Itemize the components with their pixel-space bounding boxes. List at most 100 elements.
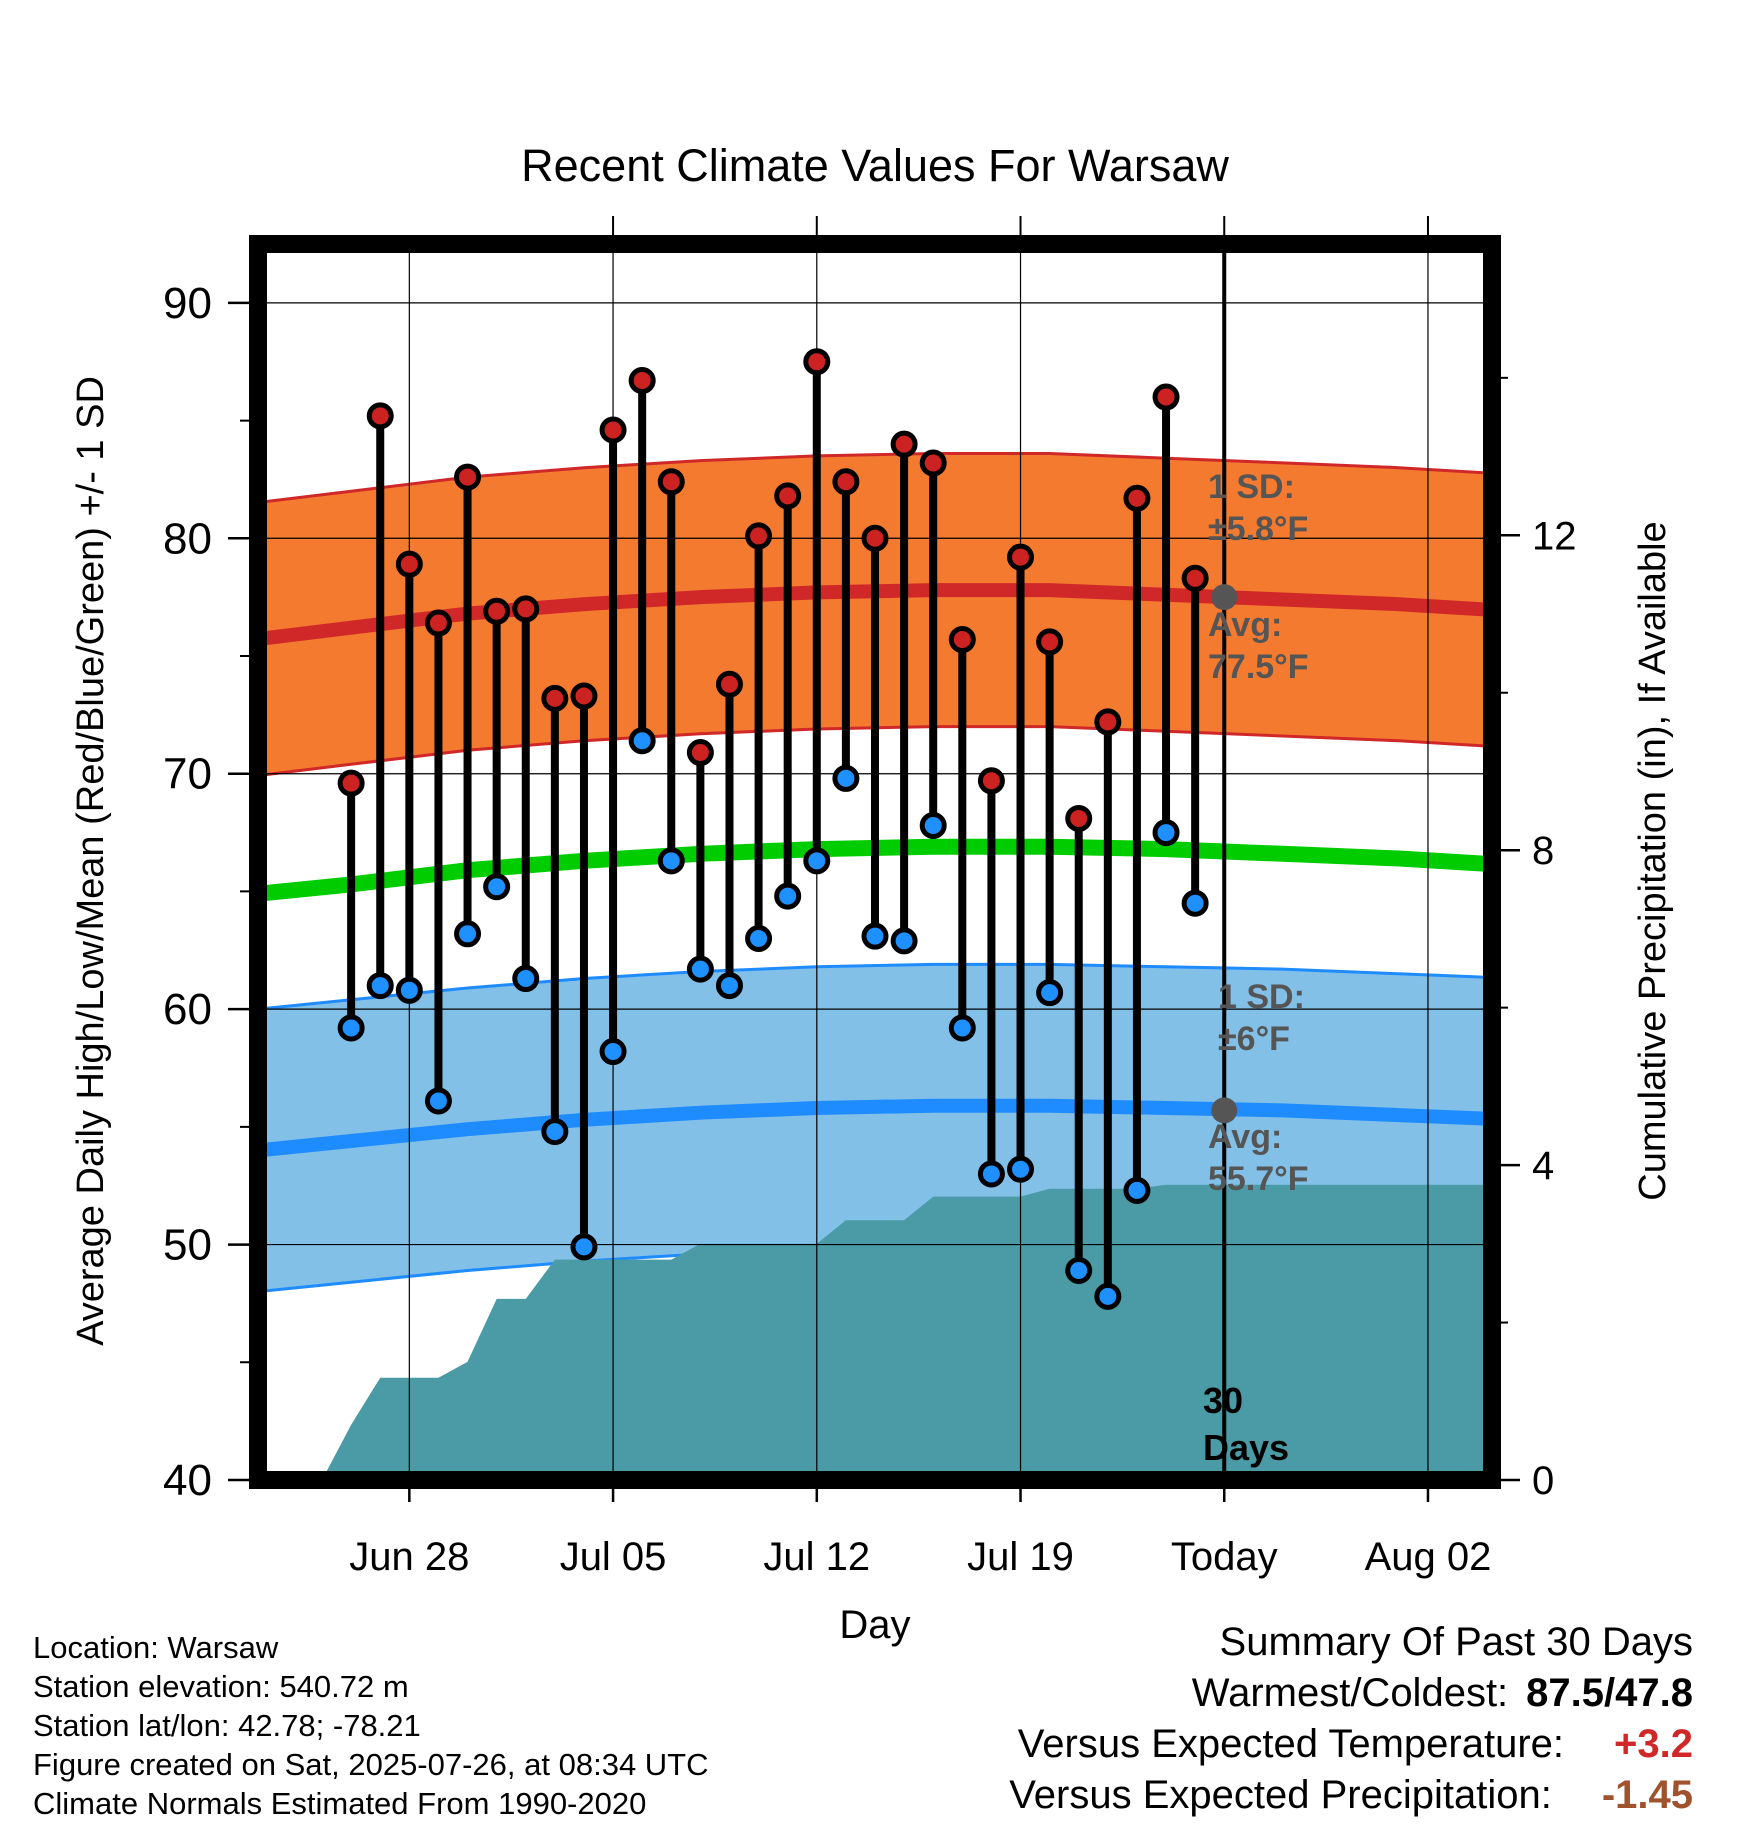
x-tick-label: Jul 19	[967, 1535, 1074, 1579]
low-point	[599, 1038, 627, 1066]
y-tick-label: 40	[163, 1456, 212, 1505]
high-avg-value: 77.5°F	[1208, 648, 1309, 686]
today-low-avg-marker	[1211, 1097, 1238, 1124]
high-point	[1036, 628, 1064, 656]
high-point	[1007, 543, 1035, 571]
low-point	[774, 882, 802, 910]
low-sd-label: 1 SD:	[1218, 978, 1305, 1016]
high-normal-upper-sd-line	[258, 452, 1492, 504]
low-point	[366, 972, 394, 1000]
x-tick-label: Jul 05	[560, 1535, 667, 1579]
x-tick-label: Today	[1171, 1535, 1278, 1579]
high-point	[715, 670, 743, 698]
plot-frame	[249, 235, 1501, 1489]
high-point	[657, 468, 685, 496]
precip-period-number: 30	[1203, 1380, 1243, 1421]
low-point	[628, 727, 656, 755]
summary-temp-label: Versus Expected Temperature:	[1017, 1722, 1565, 1766]
high-point	[774, 482, 802, 510]
summary-warmest-value: 87.5/47.8	[1526, 1671, 1693, 1715]
low-point	[454, 920, 482, 948]
low-point	[1094, 1282, 1122, 1310]
low-point	[424, 1087, 452, 1115]
low-point	[832, 764, 860, 792]
high-point	[483, 597, 511, 625]
high-point	[1065, 804, 1093, 832]
summary-temp-value: +3.2	[1614, 1722, 1693, 1766]
high-point	[541, 684, 569, 712]
low-point	[745, 925, 773, 953]
low-point	[657, 847, 685, 875]
high-point	[890, 430, 918, 458]
high-point	[512, 595, 540, 623]
low-avg-label: Avg:	[1208, 1118, 1282, 1156]
y-axis-label: Average Daily High/Low/Mean (Red/Blue/Gr…	[70, 376, 112, 1346]
low-point	[977, 1160, 1005, 1188]
x-axis-label: Day	[839, 1603, 910, 1647]
high-point	[395, 550, 423, 578]
summary-precip-label: Versus Expected Precipitation:	[1009, 1773, 1552, 1817]
high-point	[366, 402, 394, 430]
low-point	[570, 1233, 598, 1261]
high-point	[948, 626, 976, 654]
plot-area: 1 SD: ±5.8°F Avg: 77.5°F 1 SD: ±6°F Avg: 55.7°F…	[163, 216, 1577, 1579]
low-point	[919, 812, 947, 840]
low-point	[890, 927, 918, 955]
low-normal-avg-line	[258, 1098, 1492, 1158]
high-point	[628, 367, 656, 395]
info-elevation: Station elevation: 540.72 m	[33, 1669, 409, 1704]
info-created: Figure created on Sat, 2025-07-26, at 08…	[33, 1747, 709, 1782]
x-tick-label: Jul 12	[763, 1535, 870, 1579]
high-point	[599, 416, 627, 444]
high-point	[861, 524, 889, 552]
low-point	[686, 955, 714, 983]
high-point	[1152, 383, 1180, 411]
low-point	[1123, 1176, 1151, 1204]
high-point	[745, 522, 773, 550]
y-tick-label: 50	[163, 1221, 212, 1270]
y-tick-label: 70	[163, 750, 212, 799]
high-point	[1094, 708, 1122, 736]
x-tick-label: Jun 28	[349, 1535, 469, 1579]
summary-warmest: Warmest/Coldest: 87.5/47.8	[1192, 1671, 1693, 1716]
low-normal-upper-sd-line	[258, 962, 1492, 1011]
low-point	[1152, 819, 1180, 847]
summary-precip-value: -1.45	[1601, 1773, 1693, 1817]
low-point	[803, 847, 831, 875]
precipitation-area	[322, 1184, 1492, 1480]
summary-temp: Versus Expected Temperature: +3.2	[1018, 1722, 1693, 1767]
low-point	[337, 1014, 365, 1042]
low-sd-value: ±6°F	[1218, 1020, 1290, 1058]
high-avg-label: Avg:	[1208, 606, 1282, 644]
y-tick-label: 60	[163, 985, 212, 1034]
high-sd-value: ±5.8°F	[1208, 510, 1308, 548]
high-point	[832, 468, 860, 496]
y2-tick-label: 4	[1532, 1144, 1554, 1188]
high-point	[454, 463, 482, 491]
low-point	[483, 873, 511, 901]
low-point	[715, 972, 743, 1000]
y-tick-label: 90	[163, 279, 212, 328]
low-avg-value: 55.7°F	[1208, 1160, 1309, 1198]
high-point	[1123, 484, 1151, 512]
y2-axis-label: Cumulative Precipitation (in), If Availa…	[1632, 521, 1674, 1200]
low-point	[512, 965, 540, 993]
low-point	[541, 1118, 569, 1146]
high-point	[686, 739, 714, 767]
info-latlon: Station lat/lon: 42.78; -78.21	[33, 1708, 421, 1743]
y2-tick-label: 8	[1532, 829, 1554, 873]
chart-title: Recent Climate Values For Warsaw	[521, 140, 1229, 191]
low-point	[1065, 1256, 1093, 1284]
y-tick-label: 80	[163, 514, 212, 563]
high-point	[919, 449, 947, 477]
today-high-avg-marker	[1211, 584, 1238, 611]
high-point	[570, 682, 598, 710]
high-point	[1181, 564, 1209, 592]
high-point	[337, 769, 365, 797]
summary-precip: Versus Expected Precipitation: -1.45	[1009, 1773, 1693, 1818]
high-sd-label: 1 SD:	[1208, 468, 1295, 506]
low-point	[1007, 1155, 1035, 1183]
low-point	[948, 1014, 976, 1042]
low-point	[395, 976, 423, 1004]
